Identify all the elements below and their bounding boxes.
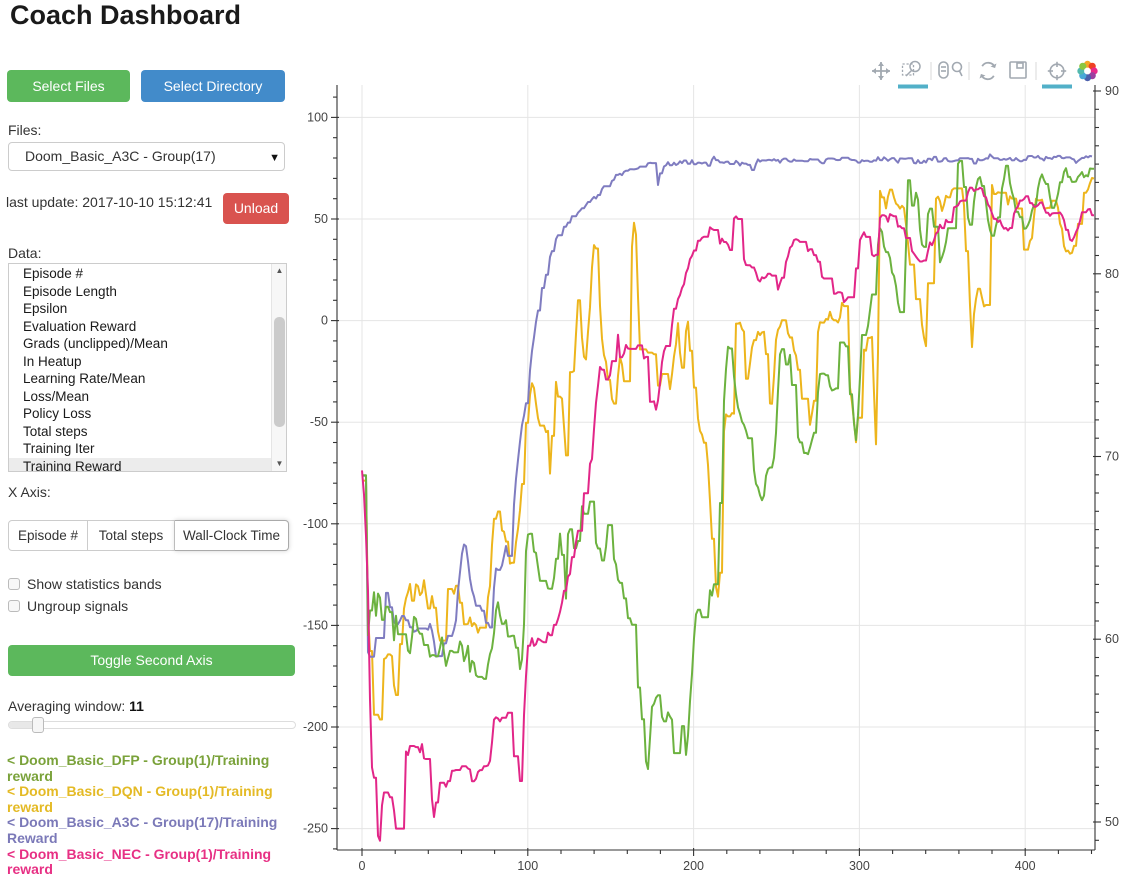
svg-text:-200: -200 xyxy=(303,720,328,734)
svg-text:0: 0 xyxy=(359,859,366,873)
svg-text:100: 100 xyxy=(517,859,538,873)
svg-text:70: 70 xyxy=(1105,450,1119,464)
svg-text:-250: -250 xyxy=(303,822,328,836)
svg-text:400: 400 xyxy=(1015,859,1036,873)
svg-text:100: 100 xyxy=(307,110,328,124)
svg-text:90: 90 xyxy=(1105,84,1119,98)
svg-text:50: 50 xyxy=(314,212,328,226)
svg-text:-50: -50 xyxy=(310,415,328,429)
svg-text:-100: -100 xyxy=(303,517,328,531)
svg-text:-150: -150 xyxy=(303,618,328,632)
svg-text:0: 0 xyxy=(321,314,328,328)
svg-text:60: 60 xyxy=(1105,632,1119,646)
svg-text:50: 50 xyxy=(1105,815,1119,829)
svg-text:80: 80 xyxy=(1105,267,1119,281)
svg-text:300: 300 xyxy=(849,859,870,873)
svg-text:200: 200 xyxy=(683,859,704,873)
